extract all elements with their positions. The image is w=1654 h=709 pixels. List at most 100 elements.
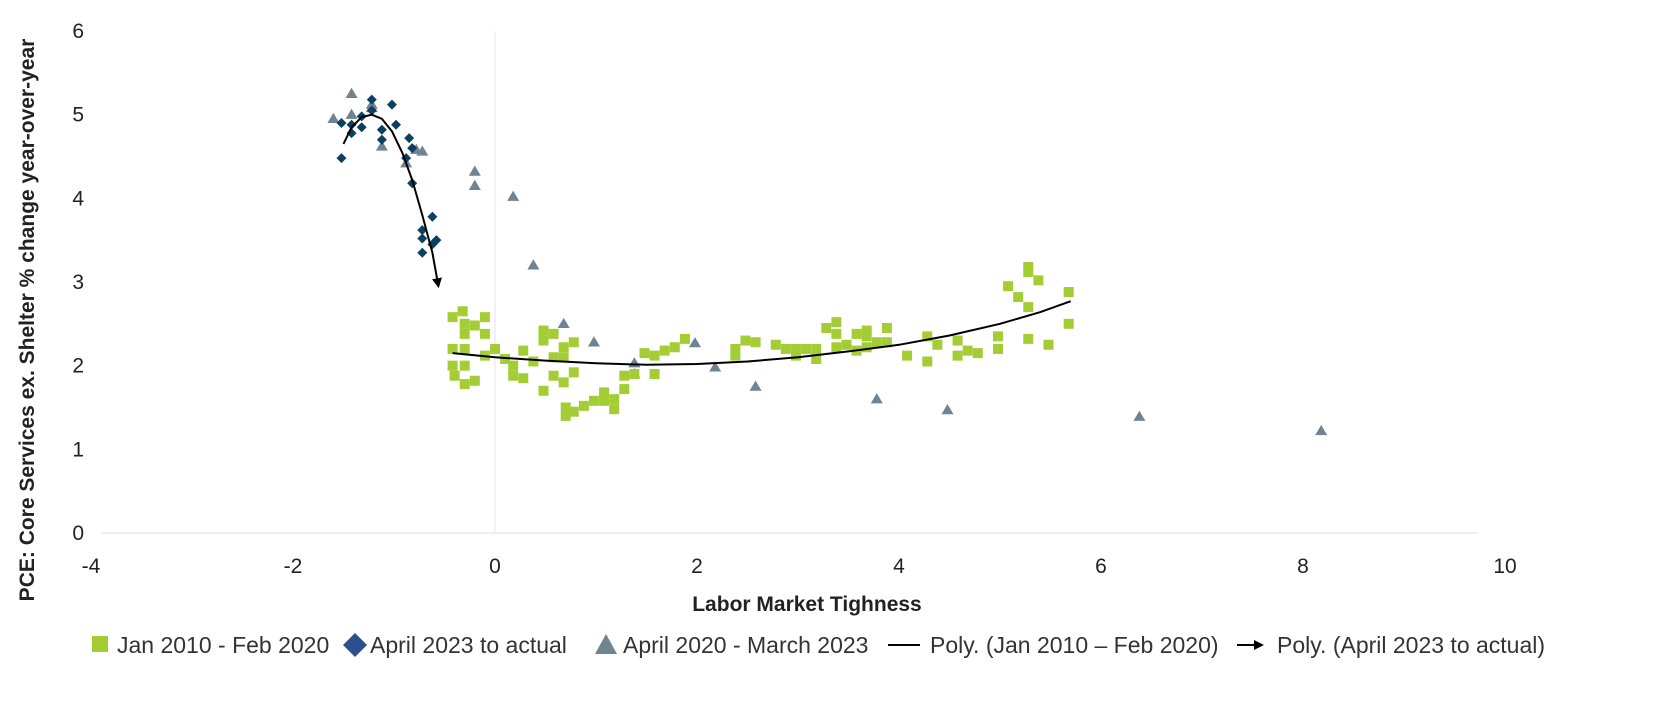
data-point-diamond — [386, 99, 397, 110]
data-point-square — [1033, 275, 1044, 286]
data-point-square — [629, 369, 640, 380]
data-point-square — [811, 353, 822, 364]
data-point-square — [578, 400, 589, 411]
data-point-square — [1003, 281, 1014, 292]
data-point-square — [558, 377, 569, 388]
data-point-square — [669, 342, 680, 353]
data-point-square — [831, 317, 842, 328]
data-point-square — [730, 350, 741, 361]
data-point-triangle — [468, 179, 481, 190]
data-point-square — [649, 369, 660, 380]
x-axis-title: Labor Market Tighness — [692, 593, 922, 616]
data-point-square — [992, 343, 1003, 354]
data-point-square — [447, 312, 458, 323]
legend-square-icon — [92, 636, 108, 652]
data-point-square — [962, 345, 973, 356]
data-point-square — [459, 328, 470, 339]
data-point-square — [528, 356, 539, 367]
legend-label: April 2020 - March 2023 — [623, 632, 868, 658]
data-point-square — [780, 343, 791, 354]
data-point-square — [1023, 333, 1034, 344]
legend-item: April 2020 - March 2023 — [595, 632, 868, 658]
x-tick-label: 0 — [489, 555, 501, 578]
y-tick-label: 6 — [72, 20, 84, 43]
legend-item: April 2023 to actual — [343, 632, 567, 658]
data-point-square — [932, 339, 943, 350]
data-point-square — [811, 343, 822, 354]
data-point-square — [881, 323, 892, 334]
data-point-diamond — [391, 119, 402, 130]
data-point-square — [992, 331, 1003, 342]
data-point-square — [639, 348, 650, 359]
data-point-square — [801, 343, 812, 354]
data-point-square — [922, 356, 933, 367]
data-point-triangle — [375, 140, 388, 151]
axes: -4 -2 0 2 4 6 8 10 0 1 2 3 4 5 6 — [72, 20, 1516, 578]
data-point-diamond — [366, 94, 377, 105]
data-point-square — [560, 402, 571, 413]
x-tick-label: -2 — [284, 555, 303, 578]
data-point-square — [459, 343, 470, 354]
data-point-square — [447, 360, 458, 371]
data-point-square — [1063, 318, 1074, 329]
legend-label: Jan 2010 - Feb 2020 — [117, 632, 329, 658]
data-point-square — [679, 333, 690, 344]
data-point-diamond — [404, 133, 415, 144]
data-point-diamond — [376, 124, 387, 135]
y-tick-label: 4 — [72, 187, 84, 210]
data-point-triangle — [870, 393, 883, 404]
data-point-square — [881, 337, 892, 348]
trendlines — [342, 113, 1072, 366]
data-point-square — [619, 370, 630, 381]
data-point-square — [922, 331, 933, 342]
data-point-square — [659, 345, 670, 356]
data-point-square — [902, 350, 913, 361]
data-point-square — [861, 331, 872, 342]
data-point-diamond — [336, 118, 347, 129]
x-tick-label: 2 — [691, 555, 703, 578]
data-point-square — [831, 328, 842, 339]
data-point-square — [459, 318, 470, 329]
data-point-square — [538, 335, 549, 346]
data-point-diamond — [376, 134, 387, 145]
data-point-diamond — [407, 143, 418, 154]
data-point-square — [952, 335, 963, 346]
data-point-triangle — [468, 165, 481, 176]
data-point-square — [449, 370, 460, 381]
data-point-square — [447, 343, 458, 354]
data-point-square — [770, 339, 781, 350]
x-tick-label: 10 — [1493, 555, 1516, 578]
data-point-diamond — [356, 122, 367, 133]
data-point-square — [479, 328, 490, 339]
legend-triangle-icon — [595, 634, 617, 654]
legend-label: April 2023 to actual — [370, 632, 567, 658]
data-point-square — [821, 323, 832, 334]
x-tick-label: -4 — [82, 555, 101, 578]
data-point-triangle — [507, 190, 520, 201]
data-points — [327, 87, 1328, 436]
data-point-square — [568, 406, 579, 417]
data-point-square — [1023, 266, 1034, 277]
data-point-square — [548, 328, 559, 339]
data-point-square — [831, 342, 842, 353]
data-point-square — [952, 350, 963, 361]
series-diamond — [336, 94, 442, 258]
data-point-triangle — [1315, 424, 1328, 436]
data-point-square — [730, 343, 741, 354]
data-point-triangle — [709, 361, 722, 372]
legend-item: Poly. (April 2023 to actual) — [1237, 632, 1545, 658]
data-point-square — [861, 342, 872, 353]
data-point-triangle — [416, 145, 429, 156]
legend-item: Jan 2010 - Feb 2020 — [92, 632, 329, 658]
data-point-square — [558, 352, 569, 363]
y-tick-label: 0 — [72, 522, 84, 545]
data-point-square — [459, 360, 470, 371]
data-point-square — [740, 335, 751, 346]
data-point-square — [508, 370, 519, 381]
data-point-square — [588, 395, 599, 406]
data-point-square — [479, 312, 490, 323]
data-point-square — [599, 395, 610, 406]
data-point-triangle — [587, 336, 600, 347]
y-tick-label: 5 — [72, 104, 84, 127]
